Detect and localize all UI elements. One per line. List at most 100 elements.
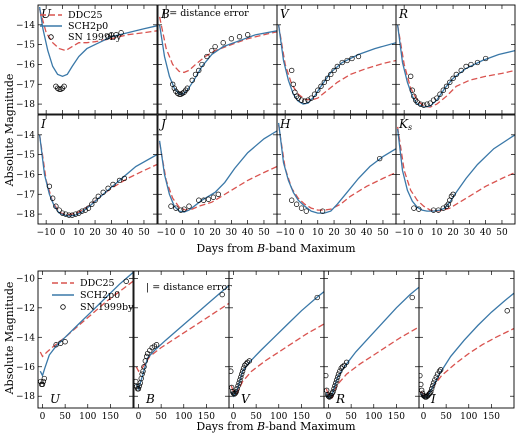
obs-point-bottom-I-19 [436, 368, 443, 374]
note-top: | = distance error [163, 8, 249, 19]
obs-point-top-I-0 [46, 183, 53, 189]
obs-point-top-I-1 [50, 195, 56, 201]
xtick-label-bottom-R: 50 [345, 412, 357, 422]
obs-point-top-J-1 [173, 205, 179, 211]
obs-point-top-Ks-9 [450, 191, 456, 197]
obs-point-bottom-U-2 [39, 381, 46, 388]
obs-point-top-R-6 [421, 102, 427, 108]
obs-point-top-I-19 [116, 177, 123, 184]
obs-point-bottom-R-10 [332, 383, 338, 389]
obs-point-top-V-5 [298, 97, 305, 103]
band-label-bottom-I: I [430, 392, 436, 406]
obs-point-bottom-U-8 [123, 278, 129, 284]
legend-bottom-sn-label: SN 1999by [80, 302, 134, 313]
series-ddc25-bottom-B [135, 302, 229, 373]
obs-point-top-B-11 [192, 71, 199, 78]
obs-point-top-J-2 [178, 207, 184, 213]
xtick-label-top-J: 30 [226, 228, 238, 238]
obs-point-bottom-I-1 [419, 381, 424, 388]
xtick-label-top-Ks: 10 [431, 228, 443, 238]
obs-point-bottom-V-19 [314, 294, 320, 301]
ytick-label-top-U: −15 [16, 41, 35, 51]
obs-point-bottom-I-0 [419, 372, 423, 379]
obs-point-top-V-9 [311, 91, 318, 97]
obs-point-top-V-8 [308, 95, 314, 101]
obs-point-bottom-B-17 [219, 291, 225, 298]
obs-point-top-R-0 [408, 73, 414, 79]
ytick-label-top-U: −14 [16, 21, 35, 31]
series-sch2p0-bottom-V [230, 291, 324, 398]
obs-point-top-I-4 [59, 210, 66, 216]
panel-frame-bottom-U [37, 270, 134, 409]
xtick-label-bottom-U: 150 [102, 412, 119, 422]
xtick-label-top-I: 40 [122, 228, 134, 238]
obs-point-bottom-R-15 [337, 368, 343, 374]
xtick-label-top-H: −10 [276, 228, 295, 238]
obs-point-top-I-18 [110, 181, 116, 188]
obs-point-bottom-B-16 [153, 342, 160, 348]
xtick-label-top-I: 20 [89, 228, 101, 238]
obs-point-top-J-6 [200, 197, 207, 203]
xtick-label-top-H: 40 [361, 228, 373, 238]
band-label-top-H: H [279, 117, 291, 131]
obs-point-top-U-2 [56, 86, 62, 92]
obs-point-top-B-6 [179, 90, 186, 96]
series-sch2p0-top-B [158, 24, 277, 95]
panel-frame-top-B [157, 4, 278, 115]
ytick-label-bottom-U: −14 [16, 333, 35, 343]
obs-point-bottom-U-7 [62, 339, 68, 345]
legend-top-ddc-label: DDC25 [68, 10, 103, 21]
xlabel-bottom: Days from B-band Maximum [196, 420, 356, 433]
series-ddc25-bottom-V [230, 323, 324, 395]
xtick-label-top-J: 50 [258, 228, 270, 238]
xtick-label-top-Ks: 40 [480, 228, 492, 238]
xtick-label-top-Ks: 0 [418, 228, 424, 238]
series-ddc25-top-J [158, 142, 277, 211]
obs-point-top-R-14 [447, 79, 453, 85]
panel-frame-top-U [37, 4, 158, 115]
xtick-label-bottom-I: 0 [421, 412, 427, 422]
xtick-label-bottom-V: 50 [250, 412, 262, 422]
xtick-label-top-Ks: 20 [447, 228, 459, 238]
xtick-label-bottom-V: 150 [293, 412, 310, 422]
obs-point-top-R-11 [437, 91, 443, 97]
ytick-label-bottom-U: −12 [16, 304, 35, 314]
obs-point-top-Ks-1 [416, 206, 422, 212]
obs-point-top-I-14 [92, 197, 98, 203]
obs-point-bottom-V-7 [234, 386, 240, 392]
obs-point-top-I-5 [63, 211, 69, 217]
obs-point-top-I-16 [100, 189, 106, 195]
xtick-label-bottom-U: 0 [40, 412, 46, 422]
band-label-top-I: I [40, 117, 46, 131]
obs-point-bottom-I-14 [429, 383, 436, 389]
series-ddc25-top-U [38, 8, 157, 52]
obs-point-top-V-18 [344, 57, 350, 64]
obs-point-top-J-7 [205, 196, 212, 202]
obs-point-top-I-13 [89, 201, 95, 207]
obs-point-bottom-R-0 [324, 372, 329, 379]
panel-frame-bottom-R [323, 270, 420, 409]
ytick-label-top-U: −17 [16, 80, 35, 90]
xtick-label-top-Ks: 50 [496, 228, 508, 238]
legend-top-sn-swatch [48, 34, 54, 40]
obs-point-bottom-U-3 [40, 378, 47, 385]
obs-point-top-R-17 [458, 67, 464, 74]
obs-point-top-R-10 [434, 95, 440, 101]
ytick-label-bottom-U: −18 [16, 392, 35, 402]
panel-frame-top-I [37, 114, 158, 225]
obs-point-bottom-I-20 [438, 367, 444, 373]
obs-point-bottom-R-20 [409, 294, 415, 301]
band-label-top-U: U [41, 7, 52, 21]
obs-point-top-J-9 [215, 191, 221, 197]
obs-point-top-R-21 [483, 55, 489, 62]
obs-point-top-H-2 [298, 205, 305, 211]
obs-point-top-R-1 [409, 87, 415, 93]
series-ddc25-top-I [38, 134, 157, 216]
series-ddc25-top-Ks [396, 126, 515, 212]
obs-point-top-R-13 [443, 83, 450, 89]
panel-top-J: −10 0 10 20 30 40 50 J [157, 114, 278, 238]
obs-point-top-Ks-3 [435, 207, 442, 213]
panel-bottom-R: 0 50 100 150 R [323, 270, 420, 422]
xtick-label-bottom-I: 150 [483, 412, 500, 422]
obs-point-bottom-V-3 [230, 390, 237, 396]
